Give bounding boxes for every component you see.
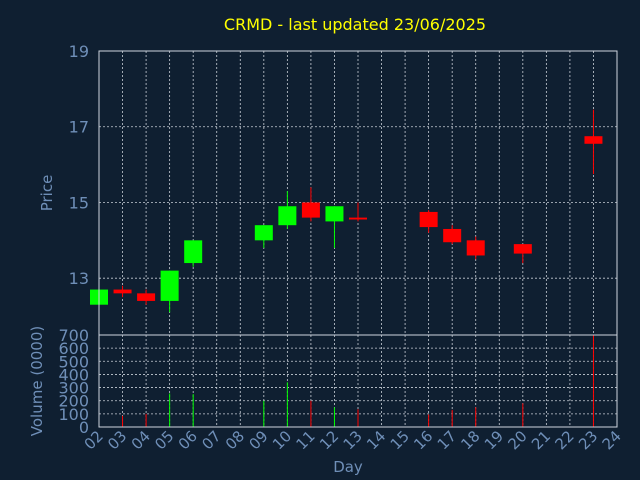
x-tick-label: 18	[457, 427, 483, 453]
volume-y-label: Volume (0000)	[28, 326, 46, 436]
candle-body	[466, 240, 485, 256]
volume-y-tick-label: 200	[58, 392, 89, 411]
candle-body	[419, 211, 438, 228]
price-y-tick-label: 17	[69, 118, 89, 137]
x-axis-label: Day	[333, 458, 363, 476]
x-tick-label: 23	[575, 427, 601, 453]
volume-y-tick-label: 600	[58, 339, 89, 358]
candle-body	[584, 136, 603, 144]
volume-plot-frame	[98, 334, 618, 428]
x-tick-label: 19	[481, 427, 507, 453]
price-y-tick-label: 13	[69, 269, 89, 288]
x-tick-label: 21	[528, 427, 554, 453]
x-tick-label: 12	[316, 427, 342, 453]
candle-body	[184, 240, 203, 264]
x-tick-label: 15	[387, 427, 413, 453]
volume-y-tick-label: 700	[58, 326, 89, 345]
x-tick-label: 04	[128, 427, 154, 453]
candle-body	[325, 206, 344, 222]
x-tick-label: 20	[504, 427, 530, 453]
candle-body	[113, 289, 132, 294]
x-tick-label: 03	[104, 427, 130, 453]
price-y-tick-label: 15	[69, 193, 89, 212]
x-tick-label: 17	[434, 427, 460, 453]
price-candles	[90, 109, 603, 313]
x-tick-label: 11	[293, 427, 319, 453]
candle-body	[443, 228, 462, 243]
candle-body	[254, 225, 273, 241]
x-tick-label: 05	[151, 427, 177, 453]
x-tick-label: 22	[552, 427, 578, 453]
candle-body	[513, 244, 532, 254]
x-tick-label: 08	[222, 427, 248, 453]
volume-y-tick-label: 400	[58, 365, 89, 384]
x-tick-label: 06	[175, 427, 201, 453]
candle-body	[278, 206, 297, 226]
volume-y-tick-label: 500	[58, 352, 89, 371]
price-y-label: Price	[38, 175, 56, 212]
volume-y-tick-label: 100	[58, 405, 89, 424]
price-y-ticks: 13 15 17 19	[69, 42, 89, 288]
volume-y-tick-label: 0	[79, 418, 89, 437]
x-tick-label: 10	[269, 427, 295, 453]
candle-body	[160, 270, 179, 301]
x-tick-label: 24	[599, 427, 625, 453]
x-tick-label: 13	[340, 427, 366, 453]
x-tick-label: 14	[363, 427, 389, 453]
candle-body	[301, 202, 320, 218]
chart-title: CRMD - last updated 23/06/2025	[224, 15, 486, 34]
x-tick-label: 16	[410, 427, 436, 453]
x-tick-label: 07	[198, 427, 224, 453]
candle-body	[349, 217, 367, 220]
price-y-tick-label: 19	[69, 42, 89, 61]
x-ticks: 0203040506070809101112131415161718192021…	[81, 427, 625, 453]
volume-bars	[98, 335, 594, 427]
x-tick-label: 09	[245, 427, 271, 453]
volume-y-tick-label: 300	[58, 379, 89, 398]
candle-body	[137, 293, 156, 301]
